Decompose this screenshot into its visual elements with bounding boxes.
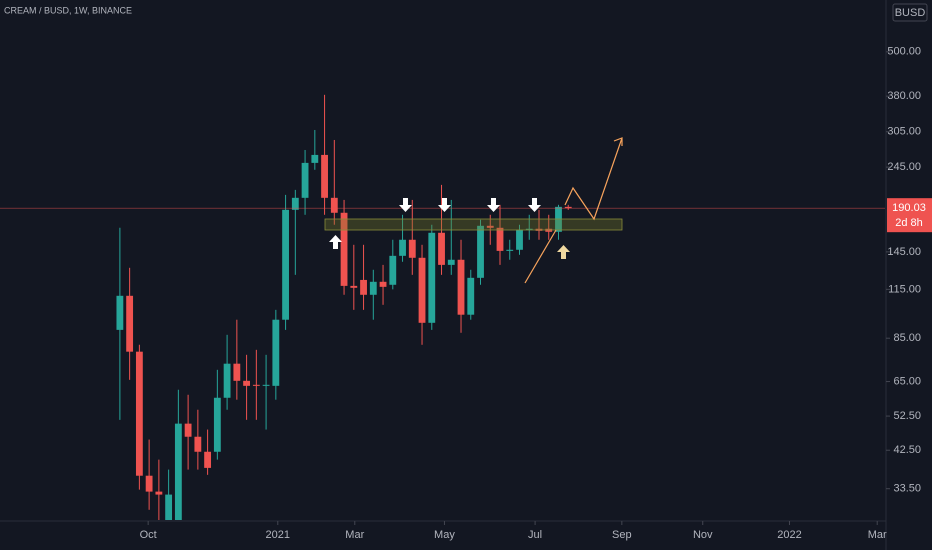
currency: BUSD: [895, 7, 926, 19]
candle-body: [145, 475, 153, 492]
x-tick-label: Oct: [140, 529, 157, 541]
candle-body: [525, 228, 533, 230]
candle-body: [516, 229, 523, 250]
candle-body: [369, 281, 377, 295]
x-tick-label: 2021: [266, 529, 290, 541]
currency-box: [892, 3, 928, 22]
candle-body: [379, 281, 387, 287]
projection-arrowhead: [613, 137, 623, 146]
candle-body: [311, 154, 319, 163]
y-tick-label: 245.00: [887, 161, 921, 173]
y-tick-label: 42.50: [893, 444, 921, 456]
candle-body: [116, 295, 124, 330]
candle-body: [165, 494, 173, 520]
y-tick-label: 305.00: [887, 126, 921, 138]
down-arrow: [438, 198, 451, 212]
symbol-title: CREAM / BUSD, 1W, BINANCE: [4, 5, 132, 15]
y-tick-label: 85.00: [893, 332, 921, 344]
y-tick-label: 380.00: [887, 90, 921, 102]
x-tick-label: 2022: [777, 529, 801, 541]
last-price-box: [887, 198, 932, 233]
candle-body: [486, 225, 494, 228]
y-tick-label: 145.00: [887, 246, 921, 258]
candle-body: [223, 363, 231, 398]
resistance-zone: [324, 218, 623, 231]
candle-body: [126, 295, 134, 352]
x-tick-label: Nov: [693, 529, 713, 541]
candle-body: [447, 259, 455, 265]
candle-body: [194, 436, 202, 452]
candle-body: [564, 206, 572, 209]
candle-body: [467, 277, 475, 315]
candle-body: [174, 423, 182, 520]
y-tick-label: 52.50: [893, 410, 921, 422]
candle-body: [506, 249, 514, 251]
y-tick-label: 500.00: [887, 46, 921, 58]
candle-body: [340, 212, 348, 286]
last-price-label: 190.03: [892, 202, 926, 214]
candle-body: [457, 259, 465, 315]
candle-body: [262, 384, 270, 386]
countdown-label: 2d 8h: [895, 217, 923, 229]
candle-body: [135, 351, 143, 476]
candle-body: [408, 239, 416, 258]
candle-body: [204, 451, 212, 468]
candle-body: [496, 227, 504, 251]
y-tick-label: 115.00: [888, 283, 921, 295]
y-tick-label: 65.00: [893, 375, 921, 387]
x-tick-label: May: [434, 529, 455, 541]
candle-body: [360, 279, 367, 295]
candle-body: [477, 225, 484, 278]
candle-body: [350, 285, 358, 288]
y-tick-label: 33.50: [893, 483, 921, 495]
down-arrow: [487, 198, 500, 212]
candle-body: [243, 380, 251, 386]
candle-body: [282, 209, 289, 320]
down-arrow: [528, 198, 541, 212]
candle-body: [213, 397, 221, 452]
candle-body: [155, 491, 163, 495]
candle-body: [428, 232, 436, 323]
x-tick-label: Jul: [528, 529, 542, 541]
candle-body: [301, 162, 309, 198]
annotations: [324, 137, 623, 284]
candle-body: [389, 255, 397, 285]
candle-body: [291, 197, 299, 210]
candle-body: [330, 197, 338, 213]
candle-body: [184, 423, 192, 437]
up-arrow: [329, 235, 342, 249]
down-arrows: [329, 198, 541, 249]
candle-body: [418, 257, 426, 323]
candle-body: [272, 319, 280, 386]
candle-body: [233, 363, 241, 381]
projection-line: [564, 137, 623, 221]
x-tick-label: Mar: [868, 529, 887, 541]
up-arrow-highlight: [557, 245, 570, 259]
candle-body: [438, 232, 445, 265]
candle-body: [399, 239, 406, 256]
candle-body: [252, 384, 260, 386]
x-tick-label: Sep: [612, 529, 632, 541]
candle-body: [321, 154, 328, 198]
trend-line: [524, 229, 557, 284]
x-tick-label: Mar: [345, 529, 364, 541]
down-arrow: [399, 198, 412, 212]
